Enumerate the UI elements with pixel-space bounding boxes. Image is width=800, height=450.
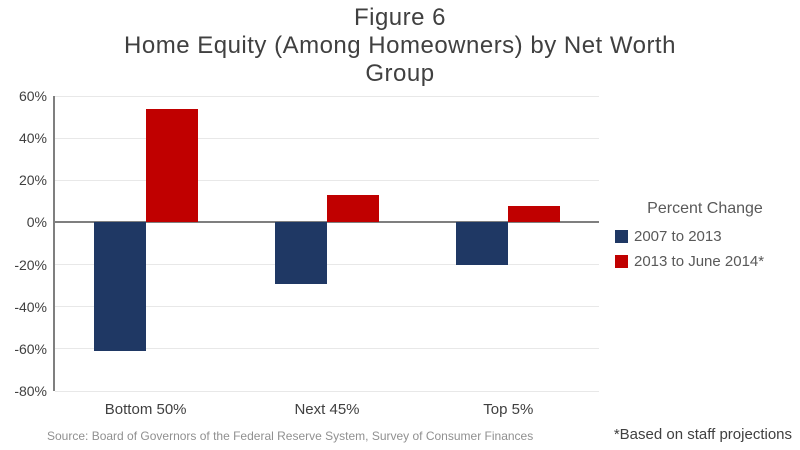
chart-title-line2: Home Equity (Among Homeowners) by Net Wo…	[124, 32, 676, 59]
chart-title-line1: Figure 6	[353, 4, 447, 31]
y-tick-label: -60%	[14, 340, 47, 357]
legend-swatch-icon	[615, 230, 628, 243]
bar-bottom-50--series-2	[145, 108, 198, 223]
legend: Percent Change 2007 to 2013 2013 to June …	[612, 200, 798, 278]
y-axis-line	[53, 96, 55, 391]
y-tick-label: -40%	[14, 298, 47, 315]
y-tick-label: -20%	[14, 256, 47, 273]
x-category-label: Top 5%	[483, 401, 534, 418]
chart-title-line3: Group	[365, 60, 435, 87]
y-tick-label: 20%	[18, 172, 47, 189]
legend-item-label: 2013 to June 2014*	[634, 253, 765, 270]
legend-item-label: 2007 to 2013	[634, 228, 722, 245]
x-category-label: Next 45%	[294, 401, 360, 418]
gridline	[55, 95, 599, 97]
source-note: Source: Board of Governors of the Federa…	[47, 429, 534, 443]
legend-items: 2007 to 2013 2013 to June 2014*	[612, 228, 798, 270]
gridline	[55, 179, 599, 181]
x-axis-labels: Bottom 50% Next 45% Top 5%	[55, 401, 599, 423]
gridline	[55, 306, 599, 308]
bar-top-5--series-1	[456, 222, 509, 265]
bar-bottom-50--series-1	[93, 222, 146, 351]
gridline	[55, 264, 599, 266]
x-category-label: Bottom 50%	[104, 401, 187, 418]
bar-next-45--series-1	[275, 222, 327, 284]
bar-top-5--series-2	[508, 205, 561, 223]
gridline	[55, 348, 599, 350]
legend-item: 2007 to 2013	[615, 228, 798, 245]
y-tick-label: 60%	[18, 88, 47, 104]
footnote: *Based on staff projections	[613, 426, 792, 443]
bar-next-45--series-2	[327, 195, 379, 223]
chart-plot-area	[53, 95, 599, 392]
chart-title: Figure 6 Home Equity (Among Homeowners) …	[0, 4, 800, 88]
legend-item: 2013 to June 2014*	[615, 253, 798, 270]
y-axis-labels: 60% 40% 20% 0% -20% -40% -60% -80%	[0, 88, 47, 399]
legend-swatch-icon	[615, 255, 628, 268]
y-tick-label: -80%	[14, 383, 47, 399]
gridline	[55, 390, 599, 392]
y-tick-label: 0%	[26, 214, 47, 231]
gridline	[55, 137, 599, 139]
legend-title: Percent Change	[647, 200, 763, 217]
y-tick-label: 40%	[18, 130, 47, 147]
